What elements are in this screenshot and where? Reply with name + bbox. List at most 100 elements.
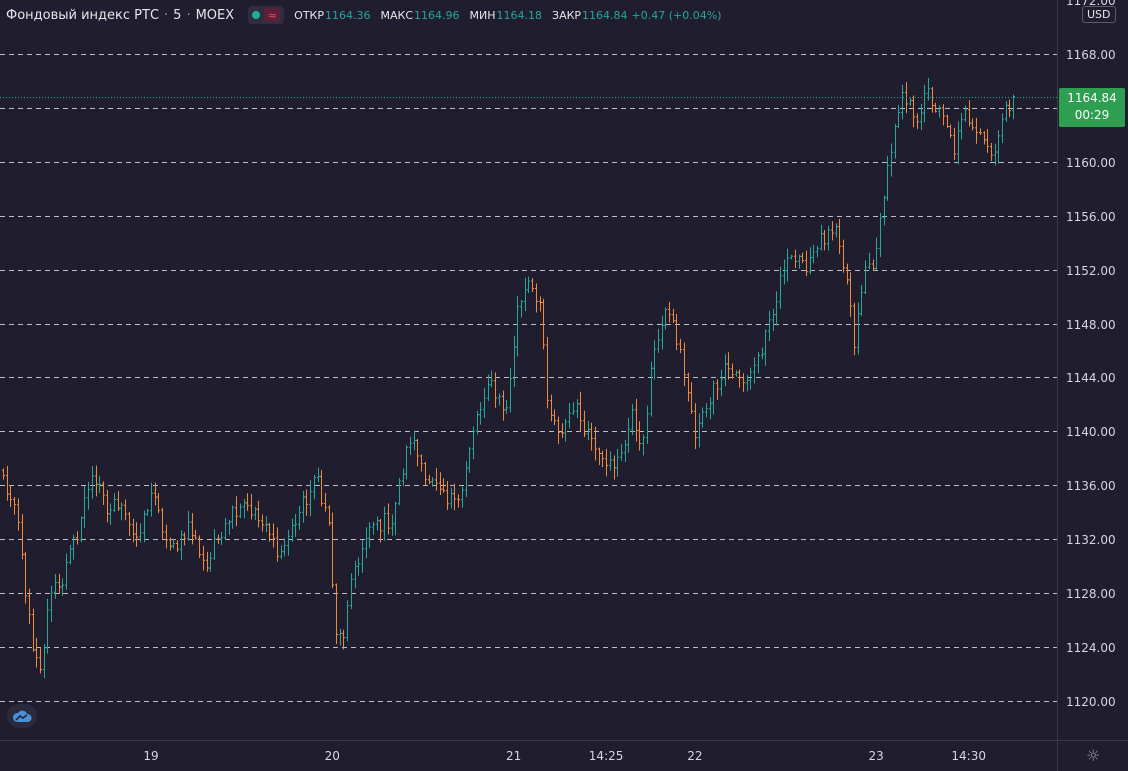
ohlc-bar — [280, 545, 283, 560]
ohlc-bar — [638, 421, 641, 451]
ohlc-bar — [50, 585, 53, 622]
ohlc-bar — [209, 551, 212, 572]
ohlc-bar — [979, 128, 982, 136]
ohlc-bar — [206, 551, 209, 572]
low-label: МИН — [469, 8, 496, 22]
ohlc-bar — [524, 277, 527, 312]
ohlc-bar — [790, 254, 793, 260]
ohlc-bar — [9, 485, 12, 508]
ohlc-bar — [398, 477, 401, 506]
price-axis[interactable]: 1172.00 USD 1168.001164.001160.001156.00… — [1057, 0, 1128, 740]
chart-legend: Фондовый индекс РТС · 5 · MOEX ≈ ОТКР 116… — [6, 5, 722, 25]
ohlc-bar — [1012, 94, 1015, 120]
ohlc-bar — [820, 224, 823, 251]
ohlc-bar — [128, 512, 131, 536]
ohlc-bar — [357, 557, 360, 576]
ohlc-bar — [328, 505, 331, 526]
time-tick-label: 21 — [505, 749, 522, 763]
ohlc-bar — [313, 474, 316, 500]
currency-badge[interactable]: USD — [1082, 6, 1116, 23]
ohlc-bar — [21, 514, 24, 560]
ohlc-bar — [735, 370, 738, 377]
ohlc-bar — [379, 519, 382, 543]
ohlc-bar — [613, 455, 616, 480]
price-tick-label: 1144.00 — [1066, 370, 1116, 385]
ohlc-bar — [846, 263, 849, 285]
ohlc-bar — [505, 399, 508, 414]
ohlc-bar — [561, 423, 564, 438]
ohlc-bar — [705, 403, 708, 418]
ohlc-bar — [431, 477, 434, 487]
ohlc-bar — [246, 493, 249, 511]
ohlc-bar — [753, 357, 756, 384]
ohlc-bar — [727, 352, 730, 380]
ohlc-bar — [439, 472, 442, 496]
ohlc-bar — [890, 143, 893, 177]
ohlc-bar — [187, 510, 190, 541]
ohlc-bar — [983, 131, 986, 145]
interval-label[interactable]: 5 — [173, 7, 182, 23]
ohlc-bar — [823, 230, 826, 251]
ohlc-bar — [331, 512, 334, 589]
ohlc-bar — [461, 486, 464, 508]
price-tick-top: 1172.00 — [1066, 0, 1116, 8]
ohlc-bar — [994, 143, 997, 166]
ohlc-bar — [990, 142, 993, 162]
market-status-pill[interactable]: ≈ — [248, 6, 285, 24]
ohlc-bar — [457, 494, 460, 508]
ohlc-bar — [542, 298, 545, 350]
ohlc-bar — [749, 367, 752, 390]
live-dot-icon — [252, 11, 261, 19]
ohlc-bar — [1005, 101, 1008, 122]
ohlc-bar — [757, 351, 760, 374]
open-value: 1164.36 — [325, 8, 371, 22]
ohlc-bar — [650, 361, 653, 417]
ohlc-bar — [579, 391, 582, 432]
ohlc-bar — [342, 629, 345, 650]
ohlc-bar — [864, 260, 867, 295]
cloud-logo-icon[interactable] — [7, 704, 37, 728]
price-chart-svg[interactable] — [0, 0, 1057, 740]
ohlc-bar — [642, 434, 645, 456]
ohlc-bar — [742, 373, 745, 392]
ohlc-bar — [609, 451, 612, 471]
ohlc-bar — [305, 489, 308, 516]
ohlc-bar — [894, 123, 897, 159]
ohlc-bar — [698, 413, 701, 448]
ohlc-bar — [409, 436, 412, 455]
ohlc-bar — [712, 380, 715, 415]
ohlc-bar — [76, 531, 79, 545]
chart-plot-area[interactable]: Фондовый индекс РТС · 5 · MOEX ≈ ОТКР 116… — [0, 0, 1057, 740]
gear-icon[interactable]: ☼ — [1086, 746, 1101, 765]
ohlc-bar — [838, 218, 841, 255]
price-tick-label: 1152.00 — [1066, 263, 1116, 278]
ohlc-bar — [668, 301, 671, 323]
ohlc-bar — [416, 439, 419, 467]
ohlc-bar — [631, 404, 634, 436]
ohlc-bar — [391, 514, 394, 536]
ohlc-bar — [672, 308, 675, 324]
ohlc-bar — [831, 221, 834, 241]
ohlc-bar — [194, 529, 197, 540]
ohlc-bar — [61, 578, 64, 596]
close-label: ЗАКР — [552, 8, 582, 22]
ohlc-bar — [413, 430, 416, 451]
ohlc-bar — [620, 443, 623, 461]
ohlc-bar — [283, 538, 286, 557]
ohlc-bar — [287, 529, 290, 556]
ohlc-bar — [324, 493, 327, 512]
ohlc-bar — [746, 375, 749, 392]
ohlc-bar — [971, 118, 974, 131]
ohlc-bar — [968, 100, 971, 127]
ohlc-bar — [302, 490, 305, 523]
ohlc-bar — [805, 250, 808, 277]
symbol-title[interactable]: Фондовый индекс РТС — [6, 7, 160, 23]
high-label: МАКС — [380, 8, 414, 22]
time-axis[interactable]: 19 20 21 14:25 22 23 14:30 — [0, 740, 1057, 771]
ohlc-bar — [690, 382, 693, 414]
ohlc-bar — [479, 402, 482, 425]
ohlc-bar — [132, 518, 135, 543]
ohlc-bar — [568, 402, 571, 429]
ohlc-bar — [957, 121, 960, 165]
